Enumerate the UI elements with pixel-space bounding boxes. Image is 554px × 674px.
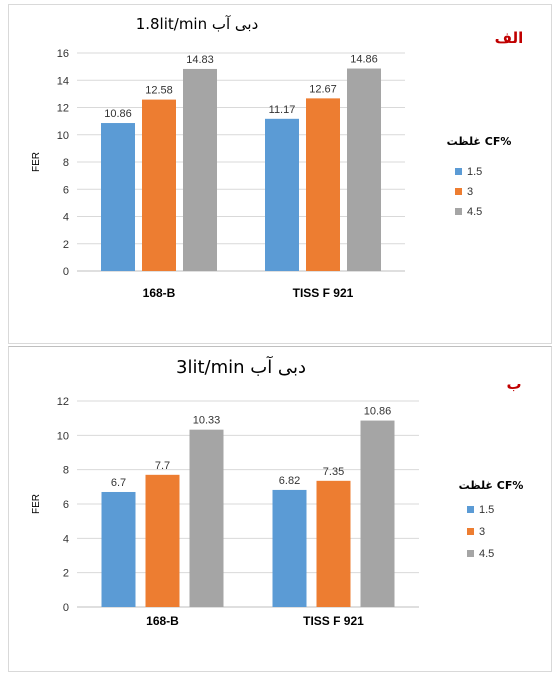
category-label: TISS F 921 [303,614,364,628]
legend-entry: 4.5 [479,548,494,560]
legend-swatch [455,208,462,215]
category-label: 168-B [146,614,179,628]
bar-168-b-cf-1.5 [101,123,135,271]
panel-label: ب [506,375,521,393]
category-label: TISS F 921 [293,286,354,300]
data-label: 6.82 [279,475,300,487]
legend-swatch [467,506,474,513]
y-tick-label: 10 [57,430,69,442]
data-label: 7.7 [155,460,170,472]
legend-entry: 1.5 [467,166,482,178]
bar-168-b-cf-4.5 [189,429,224,607]
chart-panel-1-8lit: دبی آب 1.8lit/min الف 0 2 4 6 8 10 12 14 16 FER 10.8… [8,4,552,344]
chart-panel-3lit: دبی آب 3lit/min ب 0 2 4 6 8 10 12 FER 6.7 7.7 10.33 1… [8,346,552,672]
y-tick-label: 0 [63,266,69,278]
y-tick-label: 4 [63,212,69,224]
legend-entry: 3 [479,526,485,538]
legend-swatch [455,188,462,195]
bar-tiss-f-921-cf-1.5 [272,489,307,607]
bar-tiss-f-921-cf-4.5 [347,68,381,271]
legend-swatch [467,528,474,535]
data-label: 12.67 [309,83,337,95]
bar-tiss-f-921-cf-3 [316,480,351,607]
bar-tiss-f-921-cf-3 [306,98,340,271]
y-tick-label: 12 [57,396,69,408]
legend-swatch [455,168,462,175]
y-axis-label: FER [31,152,42,172]
y-tick-label: 12 [57,103,69,115]
chart-title: دبی آب 3lit/min [176,355,306,378]
chart-title: دبی آب 1.8lit/min [136,15,259,33]
y-tick-label: 2 [63,568,69,580]
bar-tiss-f-921-cf-4.5 [360,420,395,607]
bar-168-b-cf-4.5 [183,68,217,271]
data-label: 12.58 [145,85,173,97]
y-tick-label: 16 [57,48,69,60]
data-label: 14.86 [350,54,378,66]
bar-168-b-cf-3 [145,474,180,607]
data-label: 11.17 [269,104,296,116]
data-label: 10.86 [364,406,392,418]
chart-svg-1-8lit: دبی آب 1.8lit/min الف 0 2 4 6 8 10 12 14 16 FER 10.8… [31,15,524,300]
y-tick-label: 4 [63,533,69,545]
legend-title: غلظت CF% [447,135,512,148]
data-label: 14.83 [186,54,214,66]
y-tick-label: 8 [63,465,69,477]
chart-svg-3lit: دبی آب 3lit/min ب 0 2 4 6 8 10 12 FER 6.7 7.7 10.33 1… [31,355,524,628]
y-tick-label: 0 [63,602,69,614]
bar-168-b-cf-1.5 [101,491,136,607]
data-label: 10.33 [193,415,221,427]
panel-label: الف [495,29,524,47]
legend-swatch [467,550,474,557]
legend-entry: 4.5 [467,206,482,218]
y-axis-label: FER [31,494,42,514]
legend-entry: 3 [467,186,473,198]
category-label: 168-B [143,286,176,300]
data-label: 6.7 [111,477,126,489]
bar-tiss-f-921-cf-1.5 [265,118,299,271]
y-tick-label: 2 [63,239,69,251]
bar-168-b-cf-3 [142,99,176,271]
y-tick-label: 6 [63,499,69,511]
y-tick-label: 10 [57,130,69,142]
data-label: 10.86 [104,108,132,120]
y-tick-label: 8 [63,157,69,169]
data-label: 7.35 [323,466,344,478]
legend-title: غلظت CF% [459,479,524,492]
y-tick-label: 14 [57,75,69,87]
legend-entry: 1.5 [479,504,494,516]
y-tick-label: 6 [63,184,69,196]
